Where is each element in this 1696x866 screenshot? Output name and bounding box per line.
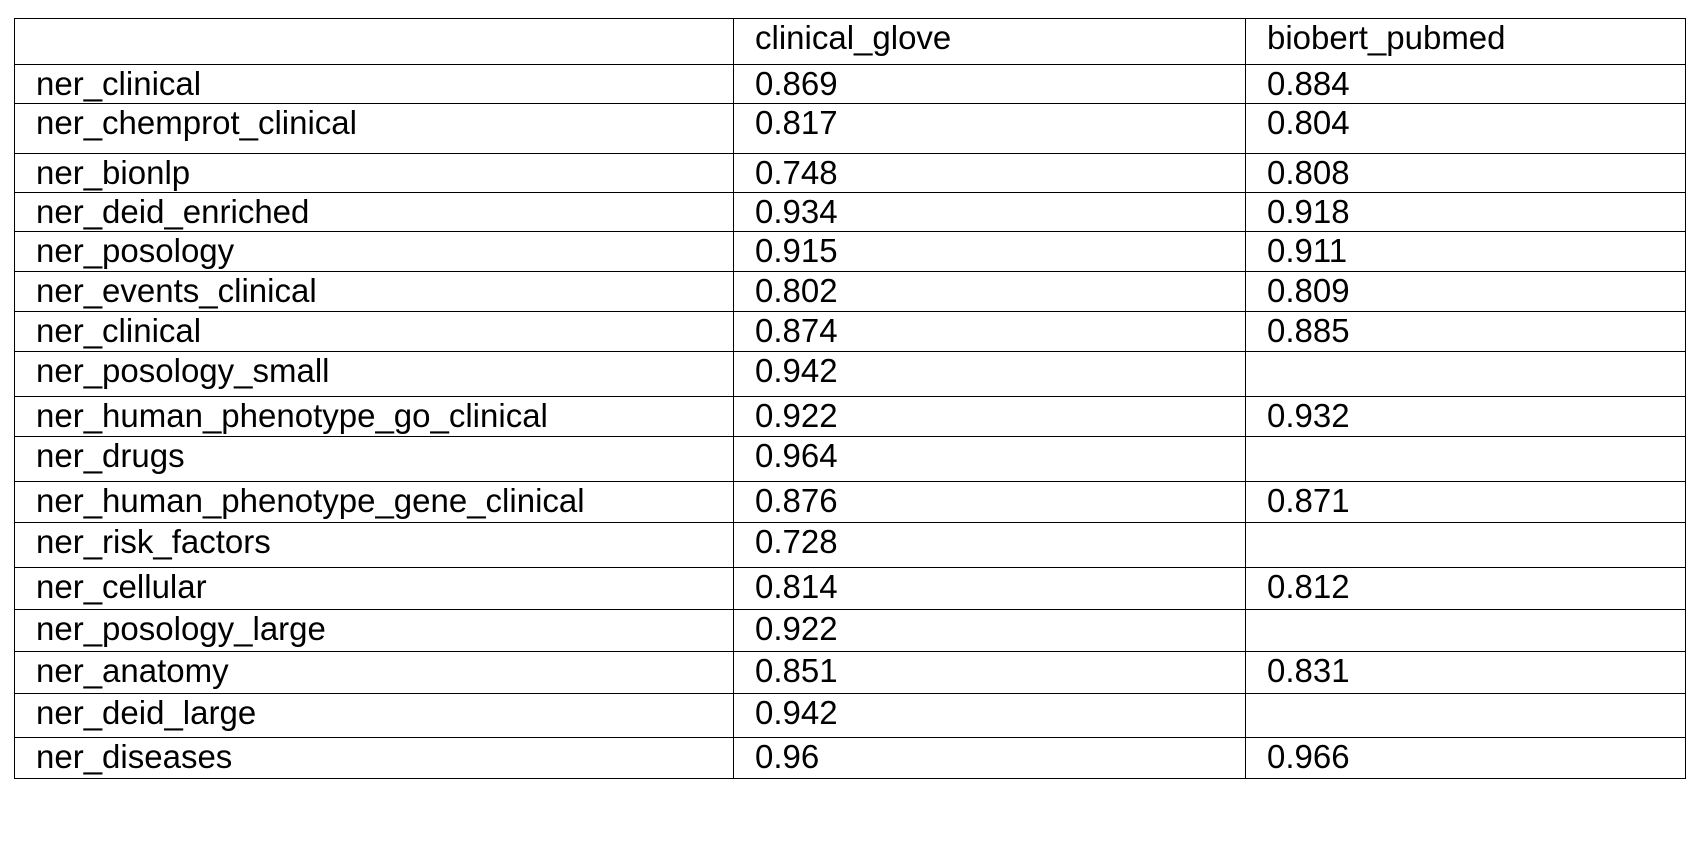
header-cell-biobert-pubmed: biobert_pubmed — [1245, 18, 1686, 65]
table-row: ner_deid_large 0.942 — [14, 693, 1686, 738]
cell-biobert-pubmed — [1245, 436, 1686, 482]
cell-biobert-pubmed: 0.812 — [1245, 567, 1686, 610]
cell-biobert-pubmed — [1245, 351, 1686, 397]
cell-model: ner_posology_large — [14, 609, 734, 652]
cell-biobert-pubmed: 0.918 — [1245, 192, 1686, 232]
table-row: ner_posology 0.915 0.911 — [14, 231, 1686, 272]
cell-model: ner_chemprot_clinical — [14, 103, 734, 154]
cell-model: ner_cellular — [14, 567, 734, 610]
cell-model: ner_deid_enriched — [14, 192, 734, 232]
cell-clinical-glove: 0.876 — [733, 481, 1246, 523]
cell-clinical-glove: 0.817 — [733, 103, 1246, 154]
cell-model: ner_clinical — [14, 311, 734, 352]
cell-biobert-pubmed: 0.932 — [1245, 396, 1686, 437]
cell-biobert-pubmed: 0.884 — [1245, 64, 1686, 104]
cell-clinical-glove: 0.942 — [733, 693, 1246, 738]
cell-biobert-pubmed: 0.911 — [1245, 231, 1686, 272]
table-row: ner_chemprot_clinical 0.817 0.804 — [14, 103, 1686, 154]
cell-biobert-pubmed: 0.808 — [1245, 153, 1686, 193]
cell-biobert-pubmed: 0.831 — [1245, 651, 1686, 694]
table-row: ner_drugs 0.964 — [14, 436, 1686, 482]
cell-model: ner_bionlp — [14, 153, 734, 193]
cell-model: ner_anatomy — [14, 651, 734, 694]
cell-biobert-pubmed: 0.871 — [1245, 481, 1686, 523]
table-row: ner_diseases 0.96 0.966 — [14, 737, 1686, 779]
cell-clinical-glove: 0.748 — [733, 153, 1246, 193]
table-body: clinical_glove biobert_pubmed ner_clinical… — [14, 18, 1686, 779]
cell-clinical-glove: 0.922 — [733, 396, 1246, 437]
cell-biobert-pubmed: 0.809 — [1245, 271, 1686, 312]
table-row: ner_posology_large 0.922 — [14, 609, 1686, 652]
header-row: clinical_glove biobert_pubmed — [14, 18, 1686, 65]
cell-clinical-glove: 0.942 — [733, 351, 1246, 397]
cell-model: ner_diseases — [14, 737, 734, 779]
table-row: ner_risk_factors 0.728 — [14, 522, 1686, 568]
cell-clinical-glove: 0.874 — [733, 311, 1246, 352]
cell-clinical-glove: 0.922 — [733, 609, 1246, 652]
cell-biobert-pubmed: 0.804 — [1245, 103, 1686, 154]
cell-model: ner_human_phenotype_gene_clinical — [14, 481, 734, 523]
table-row: ner_events_clinical 0.802 0.809 — [14, 271, 1686, 312]
table-row: ner_posology_small 0.942 — [14, 351, 1686, 397]
cell-model: ner_human_phenotype_go_clinical — [14, 396, 734, 437]
cell-model: ner_posology_small — [14, 351, 734, 397]
cell-clinical-glove: 0.814 — [733, 567, 1246, 610]
table-row: ner_clinical 0.869 0.884 — [14, 64, 1686, 104]
cell-biobert-pubmed — [1245, 609, 1686, 652]
table-row: ner_clinical 0.874 0.885 — [14, 311, 1686, 352]
cell-model: ner_deid_large — [14, 693, 734, 738]
cell-model: ner_risk_factors — [14, 522, 734, 568]
cell-clinical-glove: 0.96 — [733, 737, 1246, 779]
cell-biobert-pubmed: 0.885 — [1245, 311, 1686, 352]
header-cell-model — [14, 18, 734, 65]
header-cell-clinical-glove: clinical_glove — [733, 18, 1246, 65]
cell-model: ner_posology — [14, 231, 734, 272]
cell-biobert-pubmed — [1245, 693, 1686, 738]
cell-clinical-glove: 0.728 — [733, 522, 1246, 568]
cell-clinical-glove: 0.869 — [733, 64, 1246, 104]
cell-model: ner_clinical — [14, 64, 734, 104]
table-row: ner_deid_enriched 0.934 0.918 — [14, 192, 1686, 232]
cell-model: ner_events_clinical — [14, 271, 734, 312]
cell-clinical-glove: 0.915 — [733, 231, 1246, 272]
cell-biobert-pubmed: 0.966 — [1245, 737, 1686, 779]
table-row: ner_anatomy 0.851 0.831 — [14, 651, 1686, 694]
results-table: clinical_glove biobert_pubmed ner_clinical… — [14, 18, 1686, 779]
table-row: ner_bionlp 0.748 0.808 — [14, 153, 1686, 193]
cell-biobert-pubmed — [1245, 522, 1686, 568]
cell-clinical-glove: 0.851 — [733, 651, 1246, 694]
cell-clinical-glove: 0.934 — [733, 192, 1246, 232]
table-row: ner_cellular 0.814 0.812 — [14, 567, 1686, 610]
cell-model: ner_drugs — [14, 436, 734, 482]
table-row: ner_human_phenotype_go_clinical 0.922 0.93… — [14, 396, 1686, 437]
table-row: ner_human_phenotype_gene_clinical 0.876 0.… — [14, 481, 1686, 523]
cell-clinical-glove: 0.964 — [733, 436, 1246, 482]
cell-clinical-glove: 0.802 — [733, 271, 1246, 312]
